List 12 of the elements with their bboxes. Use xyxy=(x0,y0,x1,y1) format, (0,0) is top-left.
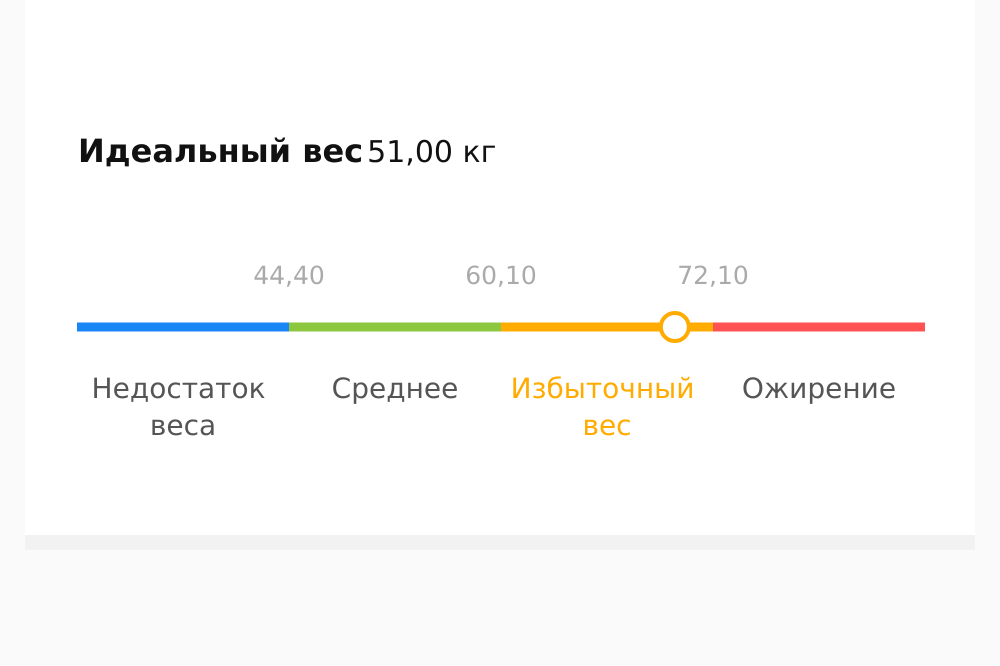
series-label: Избыточный вес xyxy=(510,372,704,442)
bar xyxy=(289,322,501,332)
text: 72,10 xyxy=(677,261,749,290)
series-label: Недостаток веса xyxy=(92,372,274,442)
text: 60,10 xyxy=(465,261,537,290)
series-label: Ожирение xyxy=(742,372,896,405)
bar xyxy=(713,322,925,332)
chart-subtitle: 51,00 кг xyxy=(367,135,496,170)
chart-title: Идеальный вес xyxy=(78,132,364,170)
text: 44,40 xyxy=(253,261,325,290)
bar xyxy=(77,322,289,332)
series-label: Среднее xyxy=(332,372,458,405)
